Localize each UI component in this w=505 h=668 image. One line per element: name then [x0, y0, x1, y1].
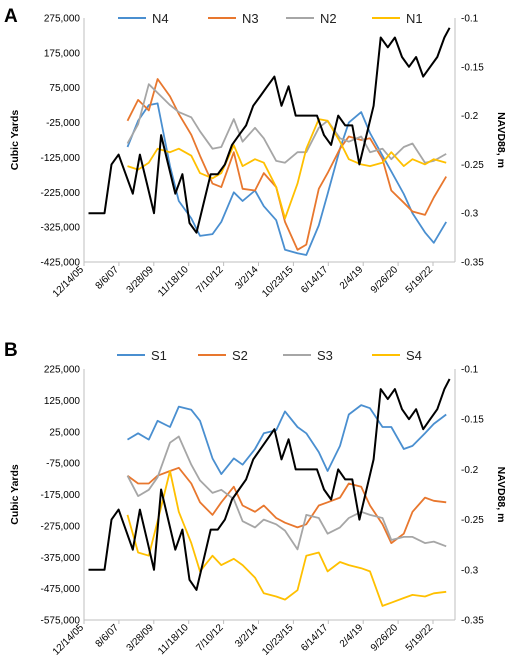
y-tick-label: 125,000: [44, 396, 81, 407]
y2-axis-title: NAVD88, m: [495, 467, 505, 523]
y-tick-label: 275,000: [44, 14, 81, 25]
y-tick-label: -275,000: [41, 521, 81, 532]
x-tick-label: 12/14/05: [51, 622, 87, 658]
legend-label-s2: S2: [232, 348, 248, 363]
x-tick-label: 2/4/19: [338, 264, 366, 292]
x-tick-label: 8/6/07: [94, 264, 122, 292]
x-tick-label: 10/23/15: [260, 622, 296, 658]
y2-tick-label: -0.25: [461, 515, 484, 526]
y2-tick-label: -0.15: [461, 62, 484, 73]
y-axis-title: Cubic Yards: [9, 464, 21, 525]
x-tick-label: 11/18/10: [156, 264, 191, 299]
y-tick-label: 175,000: [44, 48, 81, 59]
x-tick-label: 3/2/14: [233, 264, 261, 292]
legend-label-s4: S4: [406, 348, 422, 363]
y-tick-label: 75,000: [49, 83, 80, 94]
legend-label-n3: N3: [242, 11, 259, 26]
y-tick-label: -325,000: [41, 223, 81, 234]
series-line-n3: [126, 78, 447, 251]
y2-tick-label: -0.15: [461, 415, 484, 426]
legend-label-n4: N4: [152, 11, 169, 26]
x-tick-label: 10/23/15: [260, 264, 296, 300]
x-tick-label: 5/19/22: [404, 264, 436, 296]
x-tick-label: 7/10/12: [194, 622, 226, 654]
x-tick-label: 8/6/07: [94, 622, 122, 650]
y-tick-label: -225,000: [41, 188, 81, 199]
y2-tick-label: -0.1: [461, 365, 479, 376]
y2-tick-label: -0.3: [461, 565, 479, 576]
y2-tick-label: -0.35: [461, 258, 484, 269]
y2-axis-title: NAVD88, m: [495, 112, 505, 168]
legend-label-n1: N1: [406, 11, 423, 26]
y-tick-label: -25,000: [46, 118, 80, 129]
y-tick-label: -75,000: [46, 459, 80, 470]
legend-label-n2: N2: [320, 11, 337, 26]
y-tick-label: -475,000: [41, 584, 81, 595]
x-tick-label: 6/14/17: [299, 264, 331, 296]
series-line-s2: [126, 466, 447, 544]
y-tick-label: -575,000: [41, 616, 81, 627]
series-line-n2: [126, 83, 447, 164]
y-axis-title: Cubic Yards: [9, 110, 21, 171]
series-line-n4: [126, 102, 447, 256]
y2-tick-label: -0.25: [461, 160, 484, 171]
y-tick-label: -375,000: [41, 553, 81, 564]
x-tick-label: 3/2/14: [233, 622, 261, 650]
legend-label-s3: S3: [317, 348, 333, 363]
panel-label: A: [4, 6, 18, 27]
x-tick-label: 6/14/17: [299, 622, 331, 654]
y-tick-label: -425,000: [41, 258, 81, 269]
y2-tick-label: -0.3: [461, 209, 479, 220]
series-line-s4: [126, 470, 447, 607]
series-line-navd88: [88, 378, 451, 591]
series-line-navd88: [88, 27, 451, 234]
x-tick-label: 5/19/22: [404, 622, 436, 654]
series-line-s1: [127, 404, 447, 476]
y-tick-label: 225,000: [44, 365, 81, 376]
x-tick-label: 12/14/05: [51, 264, 87, 300]
x-tick-label: 3/28/09: [125, 264, 157, 296]
y2-tick-label: -0.2: [461, 111, 479, 122]
x-tick-label: 7/10/12: [194, 264, 226, 296]
y2-tick-label: -0.2: [461, 465, 479, 476]
series-line-s3: [126, 435, 447, 551]
y2-tick-label: -0.1: [461, 14, 479, 25]
y-tick-label: -175,000: [41, 490, 81, 501]
series-line-n1: [127, 118, 447, 220]
x-tick-label: 3/28/09: [125, 622, 157, 654]
x-tick-label: 9/26/20: [369, 264, 401, 296]
panel-label: B: [4, 340, 18, 361]
y-tick-label: -125,000: [41, 153, 81, 164]
y2-tick-label: -0.35: [461, 616, 484, 627]
x-tick-label: 9/26/20: [369, 622, 401, 654]
x-tick-label: 11/18/10: [156, 622, 191, 657]
legend-label-s1: S1: [151, 348, 167, 363]
x-tick-label: 2/4/19: [338, 622, 366, 650]
y-tick-label: 25,000: [49, 427, 80, 438]
